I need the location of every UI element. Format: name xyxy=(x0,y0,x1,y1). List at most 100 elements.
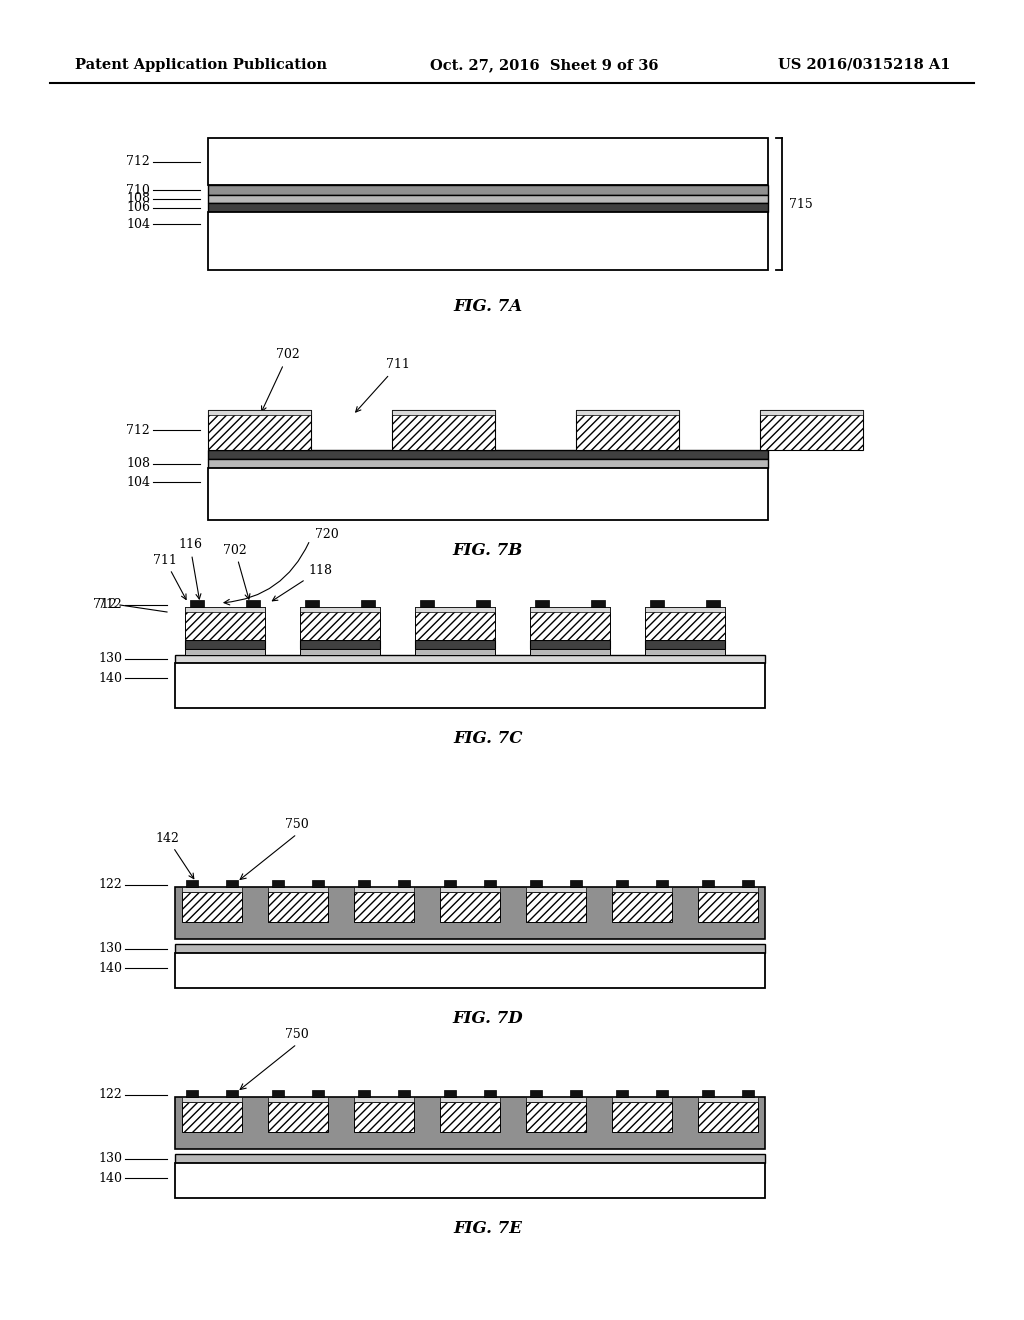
Text: 122: 122 xyxy=(98,879,122,891)
Bar xyxy=(175,1154,765,1163)
Bar xyxy=(698,887,758,892)
Bar xyxy=(208,469,768,520)
Bar xyxy=(268,1097,328,1102)
Text: 118: 118 xyxy=(272,564,332,601)
Bar xyxy=(530,1090,542,1097)
Text: 715: 715 xyxy=(790,198,813,210)
Bar xyxy=(312,1090,324,1097)
Bar xyxy=(208,185,768,195)
Bar xyxy=(305,601,319,607)
Bar xyxy=(526,892,586,921)
Bar xyxy=(185,640,265,649)
Text: 108: 108 xyxy=(126,457,150,470)
Bar xyxy=(392,411,495,414)
Text: 130: 130 xyxy=(98,652,122,665)
Bar xyxy=(268,892,328,921)
Bar xyxy=(208,411,311,414)
Bar xyxy=(182,892,242,921)
Bar xyxy=(226,1090,238,1097)
Bar xyxy=(175,1097,765,1148)
Bar xyxy=(300,649,380,655)
Bar xyxy=(760,411,863,414)
Text: 712: 712 xyxy=(126,154,150,168)
Bar xyxy=(175,887,765,939)
Bar xyxy=(440,1102,500,1133)
Text: 702: 702 xyxy=(261,348,300,412)
Bar xyxy=(398,1090,410,1097)
Bar xyxy=(272,880,284,887)
Text: 710: 710 xyxy=(126,183,150,197)
Bar xyxy=(656,1090,668,1097)
Bar xyxy=(742,880,754,887)
Bar xyxy=(186,880,198,887)
Bar xyxy=(358,880,370,887)
Text: 116: 116 xyxy=(178,539,202,599)
Bar xyxy=(530,649,610,655)
Bar xyxy=(185,607,265,612)
Text: 104: 104 xyxy=(126,475,150,488)
Text: 104: 104 xyxy=(126,218,150,231)
Bar xyxy=(354,1102,414,1133)
Bar xyxy=(526,1102,586,1133)
Bar xyxy=(570,880,582,887)
Bar xyxy=(535,601,549,607)
Bar xyxy=(268,1102,328,1133)
Bar xyxy=(186,1090,198,1097)
Bar xyxy=(361,601,375,607)
Bar xyxy=(300,607,380,640)
Text: FIG. 7B: FIG. 7B xyxy=(453,543,523,558)
Bar xyxy=(698,1097,758,1102)
Text: Patent Application Publication: Patent Application Publication xyxy=(75,58,327,73)
Text: FIG. 7E: FIG. 7E xyxy=(454,1220,522,1237)
Text: 130: 130 xyxy=(98,942,122,954)
Bar xyxy=(616,880,628,887)
Bar xyxy=(415,607,495,640)
Bar xyxy=(415,607,495,612)
Bar xyxy=(415,640,495,649)
Bar xyxy=(612,1097,672,1102)
Bar xyxy=(476,601,490,607)
Bar xyxy=(420,601,434,607)
Bar xyxy=(190,601,204,607)
Bar xyxy=(175,953,765,987)
Bar xyxy=(246,601,260,607)
Text: 108: 108 xyxy=(126,193,150,206)
Bar xyxy=(208,203,768,213)
Bar xyxy=(354,892,414,921)
Bar xyxy=(354,887,414,892)
Bar xyxy=(575,411,679,414)
Bar xyxy=(530,640,610,649)
Bar xyxy=(612,887,672,892)
Bar xyxy=(208,411,311,450)
Text: 702: 702 xyxy=(223,544,250,599)
Text: 712: 712 xyxy=(126,424,150,437)
Text: 106: 106 xyxy=(126,201,150,214)
Bar xyxy=(272,1090,284,1097)
Bar xyxy=(440,892,500,921)
Text: 711: 711 xyxy=(355,359,410,412)
Bar xyxy=(650,601,664,607)
Bar xyxy=(354,1097,414,1102)
Bar xyxy=(575,411,679,450)
Bar xyxy=(702,1090,714,1097)
Bar xyxy=(706,601,720,607)
Bar xyxy=(645,607,725,640)
Bar xyxy=(530,607,610,612)
Bar xyxy=(484,880,496,887)
Bar xyxy=(175,1163,765,1199)
Text: 142: 142 xyxy=(155,832,194,879)
Text: 712: 712 xyxy=(93,598,117,611)
Text: FIG. 7D: FIG. 7D xyxy=(453,1010,523,1027)
Bar xyxy=(358,1090,370,1097)
Bar xyxy=(185,607,265,640)
Bar xyxy=(392,411,495,450)
Bar xyxy=(760,411,863,450)
Bar xyxy=(591,601,605,607)
Bar xyxy=(208,459,768,469)
Bar xyxy=(208,139,768,185)
Bar xyxy=(698,892,758,921)
Bar xyxy=(440,1097,500,1102)
Text: Oct. 27, 2016  Sheet 9 of 36: Oct. 27, 2016 Sheet 9 of 36 xyxy=(430,58,658,73)
Text: 712: 712 xyxy=(98,598,122,611)
Bar xyxy=(226,880,238,887)
